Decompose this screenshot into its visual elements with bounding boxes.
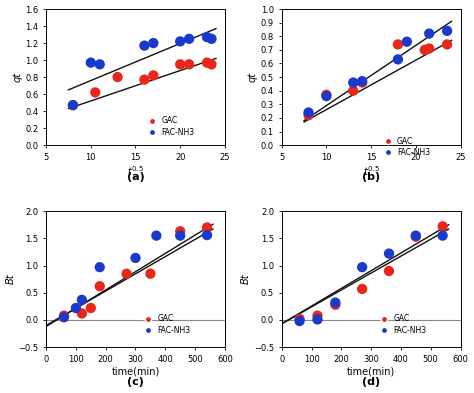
Point: [203, 232, 211, 238]
Point: [443, 28, 451, 34]
Point: [96, 61, 103, 68]
Point: [314, 316, 321, 323]
Point: [358, 264, 366, 270]
Point: [412, 233, 419, 239]
Point: [412, 233, 419, 240]
Point: [314, 312, 321, 319]
Point: [426, 30, 433, 37]
Point: [305, 109, 312, 116]
Y-axis label: qt: qt: [12, 72, 22, 82]
Point: [96, 264, 103, 270]
Point: [358, 78, 366, 84]
Legend: GAC, FAC-NH3: GAC, FAC-NH3: [379, 135, 431, 159]
Point: [331, 301, 339, 308]
Point: [176, 233, 184, 239]
Point: [153, 233, 160, 239]
Point: [439, 233, 447, 239]
Point: [91, 89, 99, 95]
Point: [394, 41, 402, 48]
Point: [323, 92, 330, 98]
Point: [331, 299, 339, 306]
Point: [443, 41, 451, 48]
Point: [87, 305, 95, 311]
Point: [323, 93, 330, 99]
Y-axis label: Bt: Bt: [241, 274, 251, 285]
Point: [141, 42, 148, 49]
Point: [208, 36, 215, 42]
Point: [426, 45, 433, 51]
Text: $t^{0.5}$: $t^{0.5}$: [363, 164, 380, 178]
Point: [208, 61, 215, 68]
Text: $t^{0.5}$: $t^{0.5}$: [127, 164, 144, 178]
Point: [78, 297, 86, 303]
Point: [69, 102, 77, 108]
Point: [114, 74, 121, 80]
Point: [203, 59, 211, 66]
Point: [146, 270, 154, 277]
Point: [69, 102, 77, 108]
Text: (a): (a): [127, 172, 145, 182]
Point: [296, 316, 303, 322]
X-axis label: time(min): time(min): [111, 367, 160, 376]
Point: [123, 270, 130, 277]
Point: [60, 314, 68, 320]
Point: [403, 39, 410, 45]
Point: [358, 286, 366, 292]
Point: [358, 79, 366, 86]
Point: [185, 61, 193, 68]
Point: [72, 305, 80, 311]
Point: [78, 310, 86, 317]
Point: [349, 88, 357, 94]
Point: [296, 318, 303, 324]
Point: [87, 59, 95, 66]
Point: [132, 255, 139, 261]
Y-axis label: Bt: Bt: [6, 274, 16, 285]
Point: [185, 36, 193, 42]
Text: (d): (d): [362, 377, 380, 387]
Y-axis label: qt: qt: [248, 72, 258, 82]
Point: [421, 47, 428, 53]
Legend: GAC, FAC-NH3: GAC, FAC-NH3: [143, 115, 196, 138]
Point: [203, 34, 211, 40]
X-axis label: time(min): time(min): [347, 367, 395, 376]
Point: [385, 250, 393, 257]
Point: [203, 224, 211, 231]
Text: (b): (b): [362, 172, 380, 182]
Point: [150, 40, 157, 46]
Point: [96, 283, 103, 289]
Point: [176, 228, 184, 234]
Legend: GAC, FAC-NH3: GAC, FAC-NH3: [139, 313, 192, 336]
Point: [150, 72, 157, 79]
Point: [141, 77, 148, 83]
Point: [394, 56, 402, 62]
Point: [349, 79, 357, 86]
Legend: GAC, FAC-NH3: GAC, FAC-NH3: [375, 313, 428, 336]
Point: [439, 223, 447, 230]
Text: (c): (c): [127, 377, 144, 387]
Point: [385, 268, 393, 274]
Point: [305, 112, 312, 118]
Point: [176, 61, 184, 68]
Point: [176, 38, 184, 44]
Point: [60, 312, 68, 319]
